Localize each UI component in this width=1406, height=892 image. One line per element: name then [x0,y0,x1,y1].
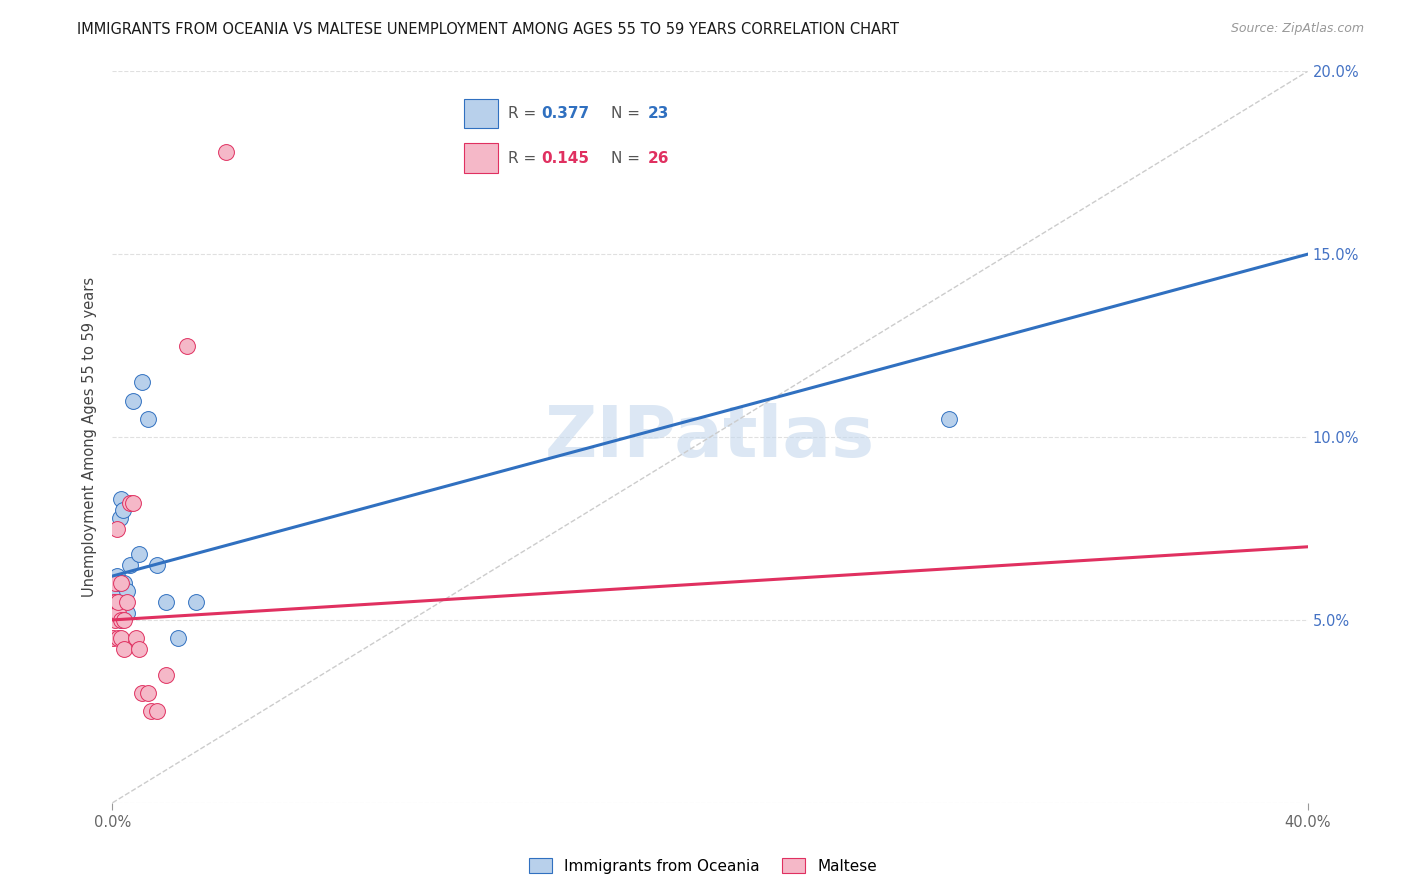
Point [167,632,190,646]
Point [117,583,139,598]
Text: ZIPatlas: ZIPatlas [546,402,875,472]
Point [107,594,129,608]
Point [186,594,208,608]
Point [107,576,129,591]
Point [215,145,238,159]
Point [141,705,163,719]
Point [104,613,127,627]
Point [938,412,960,426]
Point [146,558,169,573]
Point [110,492,132,507]
Point [131,375,153,389]
Point [104,583,127,598]
Point [107,606,129,620]
Point [117,606,139,620]
Point [110,613,132,627]
Text: Source: ZipAtlas.com: Source: ZipAtlas.com [1230,22,1364,36]
Point [155,594,177,608]
Legend: Immigrants from Oceania, Maltese: Immigrants from Oceania, Maltese [523,852,883,880]
Point [114,576,135,591]
Point [105,569,128,583]
Point [103,632,125,646]
Point [138,412,160,426]
Point [122,496,145,510]
Point [117,594,139,608]
Point [114,594,135,608]
Point [122,393,145,408]
Point [103,594,125,608]
Point [114,613,135,627]
Point [120,558,142,573]
Point [131,686,153,700]
Point [105,521,128,535]
Text: IMMIGRANTS FROM OCEANIA VS MALTESE UNEMPLOYMENT AMONG AGES 55 TO 59 YEARS CORREL: IMMIGRANTS FROM OCEANIA VS MALTESE UNEMP… [77,22,900,37]
Point [138,686,160,700]
Point [128,547,150,561]
Point [107,594,129,608]
Point [103,594,125,608]
Point [107,632,129,646]
Point [128,642,150,657]
Point [176,338,198,352]
Point [110,576,132,591]
Point [104,594,127,608]
Point [146,705,169,719]
Point [114,642,135,657]
Point [110,632,132,646]
Point [104,576,127,591]
Point [111,503,134,517]
Point [155,667,177,681]
Point [108,510,131,524]
Point [125,632,148,646]
Point [120,496,142,510]
Point [110,613,132,627]
Y-axis label: Unemployment Among Ages 55 to 59 years: Unemployment Among Ages 55 to 59 years [82,277,97,597]
